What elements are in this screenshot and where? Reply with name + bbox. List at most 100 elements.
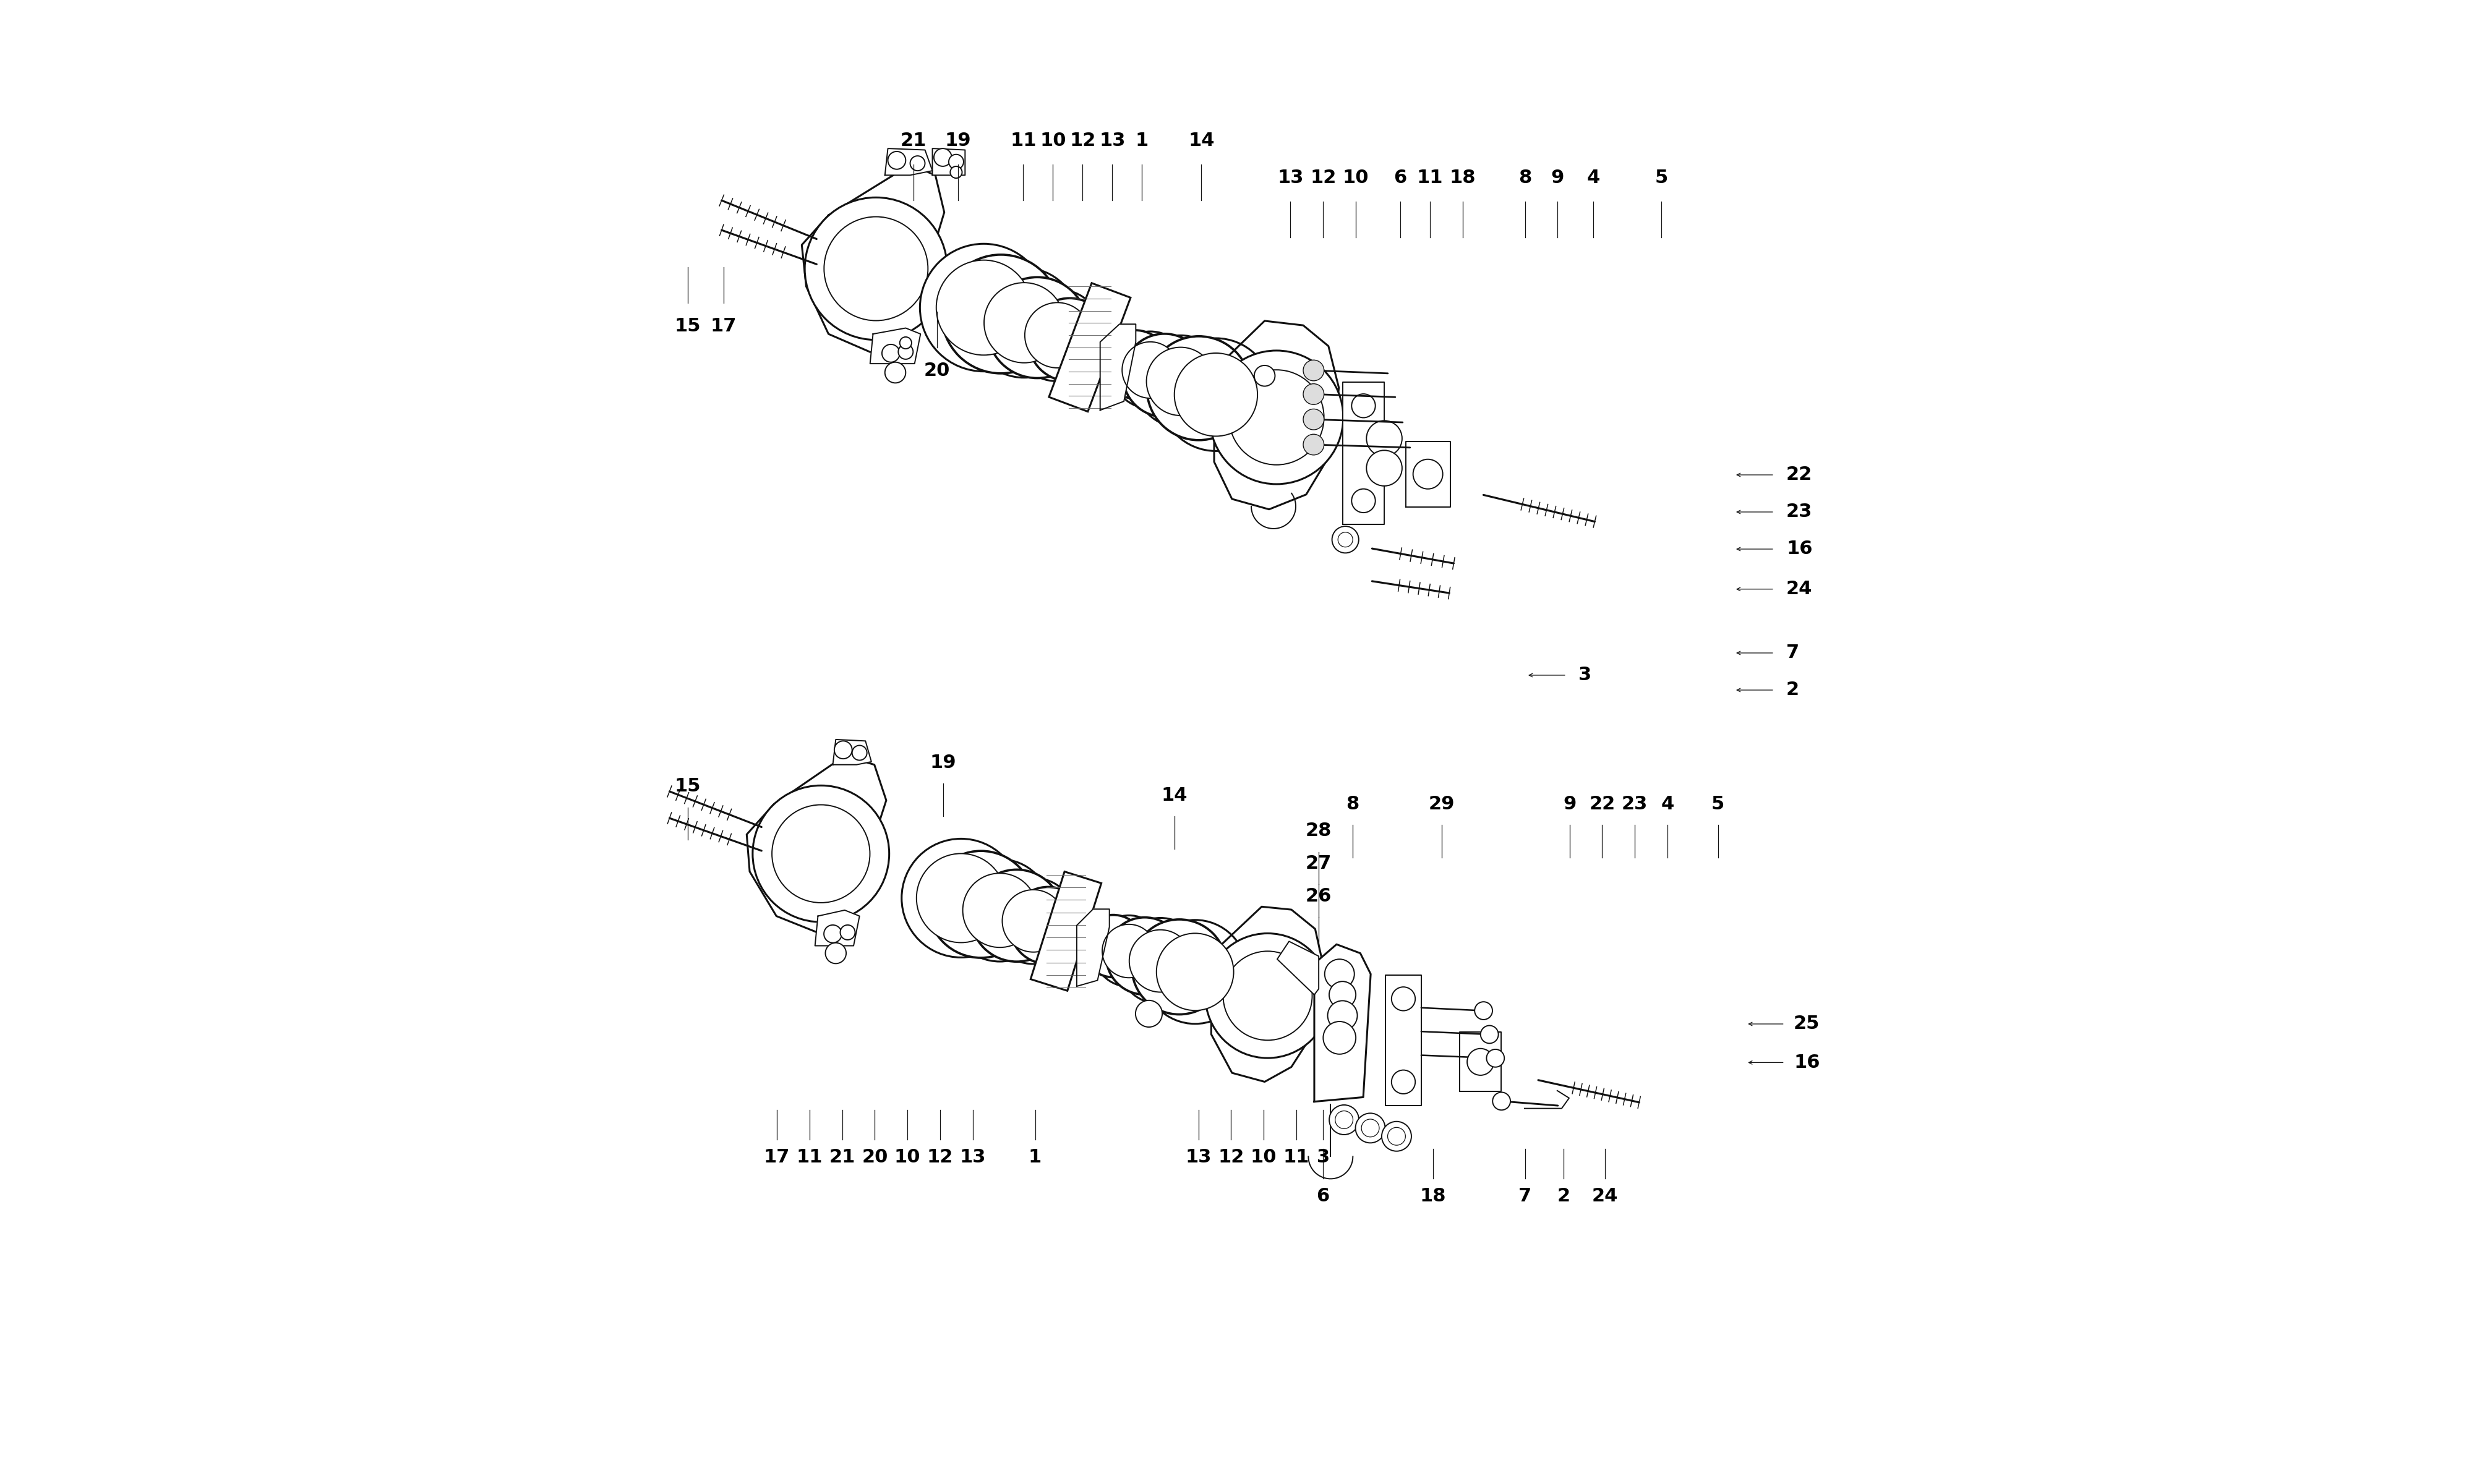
Text: 5: 5 <box>1655 169 1667 187</box>
Text: 8: 8 <box>1519 169 1531 187</box>
Circle shape <box>948 154 962 169</box>
Circle shape <box>1329 981 1356 1008</box>
Text: 12: 12 <box>1311 169 1336 187</box>
Text: 22: 22 <box>1588 795 1616 813</box>
Text: 24: 24 <box>1786 580 1813 598</box>
Circle shape <box>962 873 1037 947</box>
Text: 22: 22 <box>1786 466 1813 484</box>
Circle shape <box>1081 916 1145 978</box>
Circle shape <box>1388 1128 1405 1146</box>
Circle shape <box>1094 916 1165 987</box>
Polygon shape <box>802 165 945 353</box>
Circle shape <box>1304 435 1324 456</box>
Circle shape <box>824 925 841 942</box>
Circle shape <box>1128 930 1192 993</box>
Text: 17: 17 <box>764 1149 789 1166</box>
Circle shape <box>888 151 905 169</box>
Polygon shape <box>1314 944 1371 1101</box>
Text: 13: 13 <box>1185 1149 1212 1166</box>
Circle shape <box>1329 1000 1358 1030</box>
Text: 29: 29 <box>1427 795 1455 813</box>
Text: 15: 15 <box>675 318 700 335</box>
Circle shape <box>1361 1119 1378 1137</box>
Circle shape <box>1131 920 1227 1015</box>
Text: 26: 26 <box>1306 887 1331 905</box>
Text: 16: 16 <box>1794 1054 1821 1071</box>
Circle shape <box>898 344 913 359</box>
Circle shape <box>1324 959 1353 988</box>
Text: 10: 10 <box>1343 169 1368 187</box>
Text: 14: 14 <box>1160 787 1188 804</box>
Circle shape <box>1324 1021 1356 1054</box>
Circle shape <box>1467 1049 1494 1076</box>
Text: 7: 7 <box>1519 1187 1531 1205</box>
Text: 23: 23 <box>1786 503 1813 521</box>
Circle shape <box>1492 1092 1512 1110</box>
Circle shape <box>1136 335 1227 427</box>
Circle shape <box>1148 337 1252 441</box>
Text: 6: 6 <box>1316 1187 1329 1205</box>
Circle shape <box>881 344 901 362</box>
Polygon shape <box>1215 321 1338 509</box>
Text: 11: 11 <box>1284 1149 1309 1166</box>
Circle shape <box>1111 331 1190 408</box>
Circle shape <box>1205 933 1331 1058</box>
Circle shape <box>1304 361 1324 381</box>
Text: 23: 23 <box>1623 795 1648 813</box>
Circle shape <box>928 850 1034 957</box>
Text: 4: 4 <box>1586 169 1601 187</box>
Text: 14: 14 <box>1188 132 1215 150</box>
Polygon shape <box>933 148 965 175</box>
Circle shape <box>987 278 1089 378</box>
Circle shape <box>920 243 1047 371</box>
Text: 27: 27 <box>1306 855 1331 873</box>
Circle shape <box>1029 298 1111 381</box>
Polygon shape <box>814 910 858 945</box>
Text: 6: 6 <box>1393 169 1408 187</box>
Text: 20: 20 <box>925 362 950 380</box>
Circle shape <box>1123 341 1178 398</box>
Text: 11: 11 <box>1418 169 1442 187</box>
Text: 12: 12 <box>1217 1149 1244 1166</box>
Circle shape <box>772 804 871 902</box>
Bar <box>1032 871 1101 991</box>
Text: 12: 12 <box>1069 132 1096 150</box>
Circle shape <box>1390 1070 1415 1094</box>
Circle shape <box>1487 1049 1504 1067</box>
Bar <box>1049 283 1131 411</box>
Polygon shape <box>1076 910 1108 987</box>
Text: 4: 4 <box>1660 795 1675 813</box>
Circle shape <box>1304 410 1324 430</box>
Circle shape <box>1012 289 1103 381</box>
Circle shape <box>834 741 851 758</box>
Circle shape <box>1479 1025 1499 1043</box>
Circle shape <box>1254 365 1274 386</box>
Circle shape <box>915 853 1004 942</box>
Text: 20: 20 <box>861 1149 888 1166</box>
Circle shape <box>1366 420 1403 456</box>
Circle shape <box>1123 334 1205 417</box>
Circle shape <box>1160 338 1272 451</box>
Text: 10: 10 <box>1039 132 1066 150</box>
Circle shape <box>933 148 952 166</box>
Text: 19: 19 <box>930 754 957 772</box>
Circle shape <box>1413 459 1442 488</box>
Text: 24: 24 <box>1593 1187 1618 1205</box>
Circle shape <box>1475 1002 1492 1020</box>
Circle shape <box>1390 987 1415 1011</box>
Text: 21: 21 <box>901 132 925 150</box>
Text: 10: 10 <box>1249 1149 1277 1166</box>
Text: 25: 25 <box>1794 1015 1821 1033</box>
Circle shape <box>948 859 1051 962</box>
Circle shape <box>1143 920 1247 1024</box>
Text: 9: 9 <box>1564 795 1576 813</box>
Circle shape <box>1175 353 1257 436</box>
Circle shape <box>1351 393 1376 417</box>
Text: 15: 15 <box>675 778 700 795</box>
Text: 3: 3 <box>1316 1149 1329 1166</box>
Text: 1: 1 <box>1136 132 1148 150</box>
Circle shape <box>910 156 925 171</box>
Circle shape <box>970 267 1079 377</box>
Circle shape <box>804 197 948 340</box>
Polygon shape <box>1212 907 1324 1082</box>
